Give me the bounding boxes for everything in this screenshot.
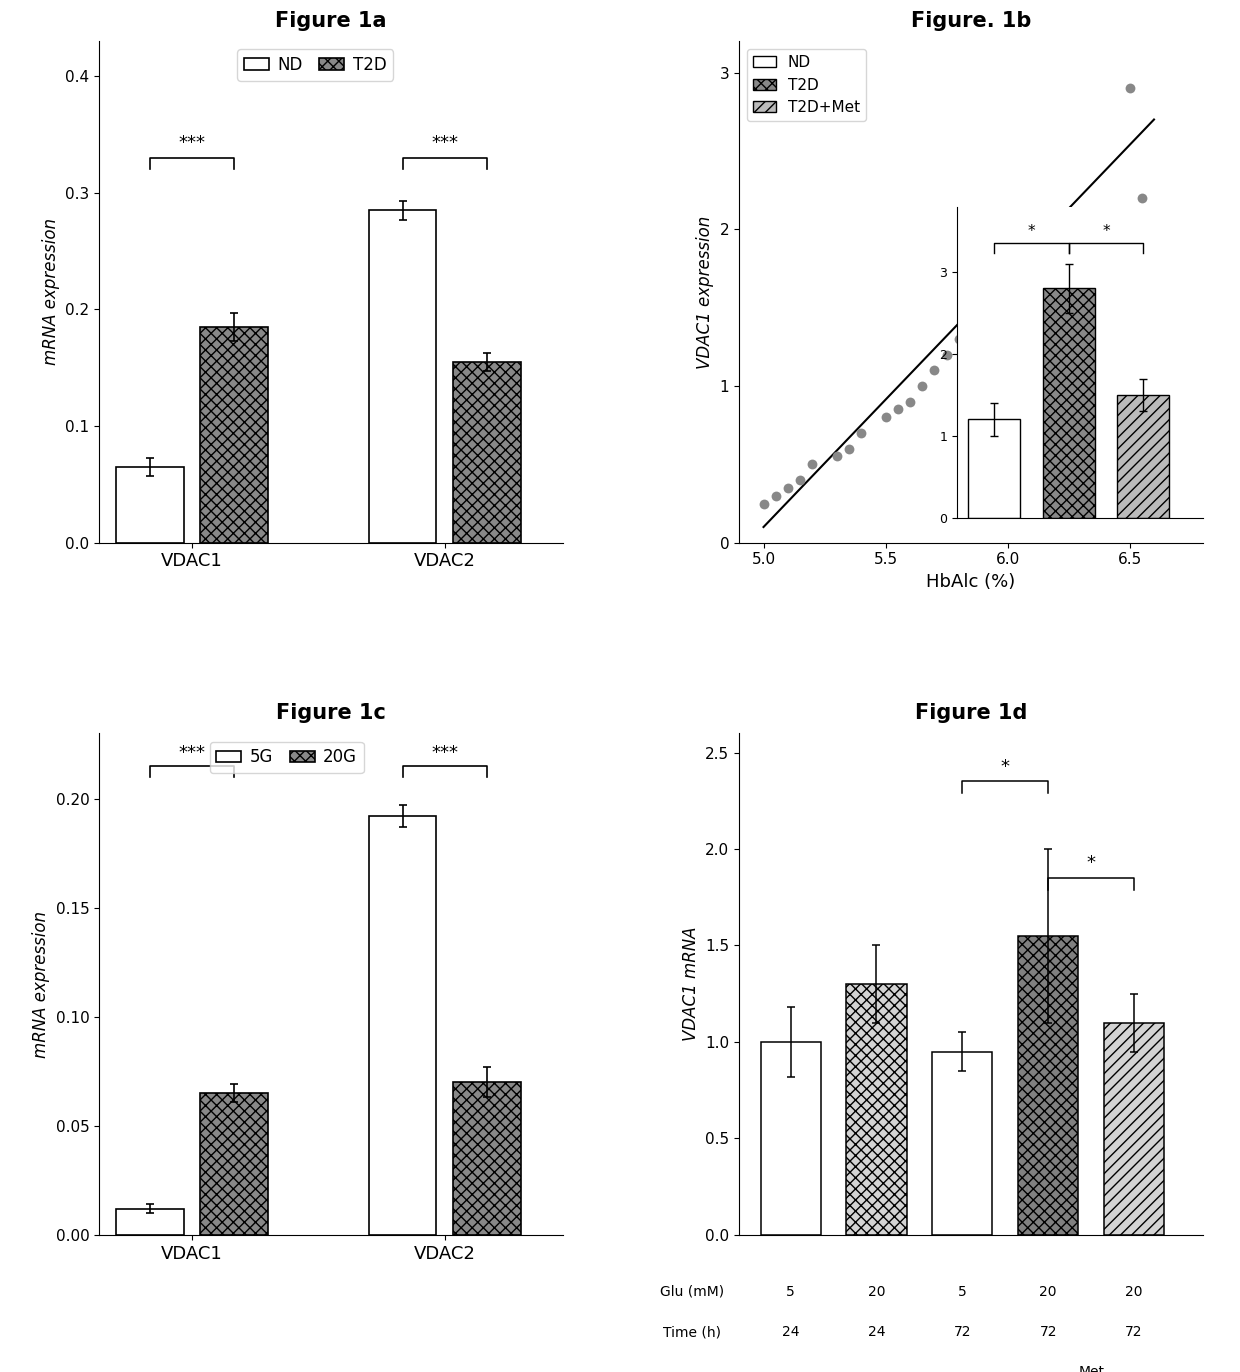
Point: [936, 343, 956, 365]
Text: Time (h): Time (h): [663, 1325, 720, 1339]
Y-axis label: VDAC1 mRNA: VDAC1 mRNA: [682, 926, 699, 1041]
Point: [998, 281, 1018, 303]
Text: ***: ***: [432, 134, 459, 152]
Text: ***: ***: [432, 744, 459, 761]
Text: 20: 20: [868, 1286, 885, 1299]
Text: 24: 24: [868, 1325, 885, 1339]
Point: [973, 296, 993, 318]
Bar: [454, 1083, 521, 1235]
Point: [1022, 265, 1042, 287]
Bar: [201, 327, 268, 543]
Text: 24: 24: [782, 1325, 800, 1339]
Text: 5: 5: [786, 1286, 795, 1299]
Bar: [370, 210, 436, 543]
Bar: [117, 466, 184, 543]
Bar: [932, 1051, 992, 1235]
Point: [900, 391, 920, 413]
Point: [925, 359, 945, 381]
Text: *: *: [1001, 757, 1009, 775]
Bar: [760, 1041, 821, 1235]
Text: ***: ***: [179, 134, 206, 152]
Point: [888, 398, 908, 420]
Text: Met: Met: [1078, 1365, 1104, 1372]
X-axis label: HbAlc (%): HbAlc (%): [926, 573, 1016, 591]
Bar: [1104, 1022, 1164, 1235]
Text: 72: 72: [1039, 1325, 1056, 1339]
Point: [1132, 187, 1152, 209]
Point: [766, 484, 786, 506]
Bar: [847, 984, 906, 1235]
Legend: ND, T2D, T2D+Met: ND, T2D, T2D+Met: [746, 49, 867, 121]
Title: Figure 1a: Figure 1a: [275, 11, 387, 32]
Bar: [1018, 936, 1079, 1235]
Point: [839, 438, 859, 460]
Text: Glu (mM): Glu (mM): [660, 1286, 724, 1299]
Text: ***: ***: [179, 744, 206, 761]
Text: *: *: [1086, 855, 1096, 873]
Text: 20: 20: [1039, 1286, 1056, 1299]
Bar: [370, 816, 436, 1235]
Title: Figure. 1b: Figure. 1b: [910, 11, 1032, 32]
Point: [827, 446, 847, 468]
Text: 72: 72: [954, 1325, 971, 1339]
Point: [875, 406, 895, 428]
Point: [1034, 258, 1054, 280]
Point: [1120, 77, 1140, 99]
Y-axis label: mRNA expression: mRNA expression: [32, 911, 50, 1058]
Point: [949, 328, 968, 350]
Point: [754, 493, 774, 514]
Legend: ND, T2D: ND, T2D: [237, 49, 393, 81]
Point: [802, 453, 822, 475]
Point: [790, 469, 810, 491]
Text: 72: 72: [1126, 1325, 1143, 1339]
Bar: [117, 1209, 184, 1235]
Point: [851, 423, 870, 445]
Legend: 5G, 20G: 5G, 20G: [210, 742, 363, 772]
Point: [1047, 250, 1066, 272]
Text: 20: 20: [1126, 1286, 1143, 1299]
Point: [777, 477, 797, 499]
Title: Figure 1d: Figure 1d: [915, 704, 1027, 723]
Title: Figure 1c: Figure 1c: [277, 704, 386, 723]
Y-axis label: mRNA expression: mRNA expression: [42, 218, 60, 365]
Text: 5: 5: [959, 1286, 967, 1299]
Bar: [201, 1093, 268, 1235]
Point: [913, 375, 932, 397]
Y-axis label: VDAC1 expression: VDAC1 expression: [696, 215, 714, 369]
Bar: [454, 362, 521, 543]
